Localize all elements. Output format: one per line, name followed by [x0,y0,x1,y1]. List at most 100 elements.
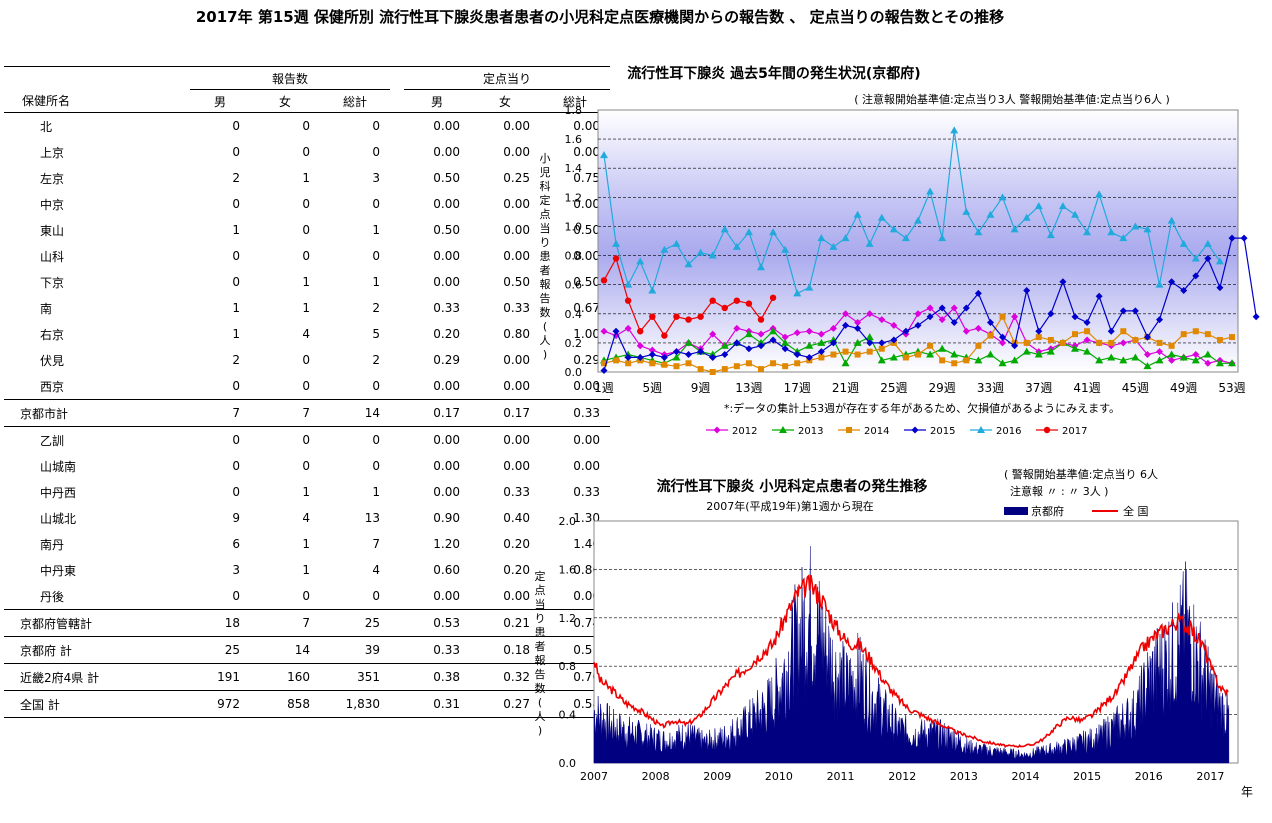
chart1-y-tick: 0.6 [565,279,583,292]
chart1-point [672,348,680,356]
cell-value: 0.20 [433,327,460,341]
chart1-point [950,350,959,358]
chart1-point [1191,356,1200,364]
cell-value: 1,830 [320,690,390,718]
header-col: 総計 [562,94,587,109]
chart1-point [782,363,789,370]
chart1-ylabel-char: 人 [540,334,551,347]
row-name: 下京 [40,275,65,290]
chart1-point [672,353,681,361]
chart1-point [926,187,935,195]
chart1-point [697,348,705,356]
chart1-point [805,341,814,349]
chart1-point [769,228,778,236]
chart1-point [1035,334,1042,341]
cell-value: 1 [232,223,240,237]
row-name: 北 [4,112,190,139]
cell-value: 0.21 [470,609,540,637]
chart1-point [1192,328,1199,335]
chart1-point [793,351,801,359]
chart1-point [781,245,790,253]
chart1-point [817,330,825,338]
chart2-threshold-note-1: ( 警報開始基準値:定点当り 6人 [1004,467,1158,481]
chart1-note: *:データの集計上53週が存在する年があるため、欠損値があるようにみえます。 [724,401,1120,415]
chart1-point [757,330,765,338]
chart1-point [938,316,946,324]
chart1-ylabel-char: 定 [540,193,551,207]
row-name: 山城南 [40,459,77,474]
chart1-point [672,239,681,247]
chart1-point [660,353,668,361]
cell-value: 0.00 [404,426,470,453]
chart2-x-tick: 2010 [765,770,793,783]
chart2-ylabel-char: 患 [535,626,546,639]
cell-value: 0 [232,459,240,473]
table-row: 上京 0 0 0 0.00 0.00 0.00 [4,139,610,165]
chart1-point [1143,351,1151,359]
chart1-point [1155,280,1164,288]
chart1-point [721,366,728,373]
cell-value: 351 [320,663,390,691]
chart1-point [865,333,874,341]
chart2-y-tick: 1.6 [559,563,577,576]
cell-value: 0.00 [503,223,530,237]
cell-value: 1 [302,171,310,185]
cell-value: 0.31 [404,690,470,718]
chart2-subtitle: 2007年(平成19年)第1週から現在 [706,499,874,513]
chart1-point [745,345,753,353]
chart1-point [696,248,705,256]
chart1-point [926,304,934,312]
chart1-legend-label: 2014 [864,426,889,437]
header-col: 男 [213,94,226,109]
cell-value: 0.33 [503,301,530,315]
cell-value: 0.00 [433,275,460,289]
chart1-point [733,339,741,347]
cell-value: 0.53 [404,609,470,637]
chart2-ylabel-char: 告 [535,668,546,681]
chart1-point [600,151,608,159]
cell-value: 7 [250,609,320,637]
chart1-x-tick: 17週 [784,381,811,395]
chart1-y-tick: 0.8 [565,250,583,263]
row-name: 全国 計 [4,690,190,718]
cell-value: 7 [372,537,380,551]
chart1-point [962,207,971,215]
chart1-point [648,346,656,354]
chart2-x-tick: 2014 [1011,770,1039,783]
cell-value: 1.00 [573,327,600,341]
cell-value: 14 [250,636,320,664]
chart1-point [1047,310,1055,318]
cell-value: 0.00 [573,197,600,211]
chart1-point [842,310,850,318]
chart1-ylabel-char: 者 [540,264,551,277]
chart1-point [853,338,862,346]
table-row: 西京 0 0 0 0.00 0.00 0.00 [4,373,610,400]
cell-value: 0 [232,249,240,263]
cell-value: 1.30 [573,511,600,525]
chart1-point [901,234,910,242]
chart1-point [1131,222,1140,230]
chart1-point [612,327,620,335]
chart2-legend-swatch [1004,507,1028,515]
chart1-point [914,321,922,329]
chart1-point [805,353,813,361]
chart1-point [1168,356,1176,364]
chart1-point [648,286,657,294]
cell-value: 0.40 [503,511,530,525]
chart1-point [624,280,633,288]
cell-value: 160 [250,663,320,691]
chart1-point [878,339,886,347]
chart1-x-tick: 41週 [1073,381,1100,395]
cell-value: 0.00 [433,249,460,263]
row-name: 伏見 [40,353,65,368]
cell-value: 6 [232,537,240,551]
cell-value: 1 [232,301,240,315]
chart2-ylabel-char: ( [538,696,542,709]
chart2-ylabel-char: 者 [535,640,546,653]
cell-value: 0.00 [503,353,530,367]
chart1-ylabel-char: ( [543,320,547,333]
chart1-point [709,369,716,375]
chart1-point [902,327,910,335]
chart1-point [866,310,874,318]
chart1-point [1216,336,1223,343]
